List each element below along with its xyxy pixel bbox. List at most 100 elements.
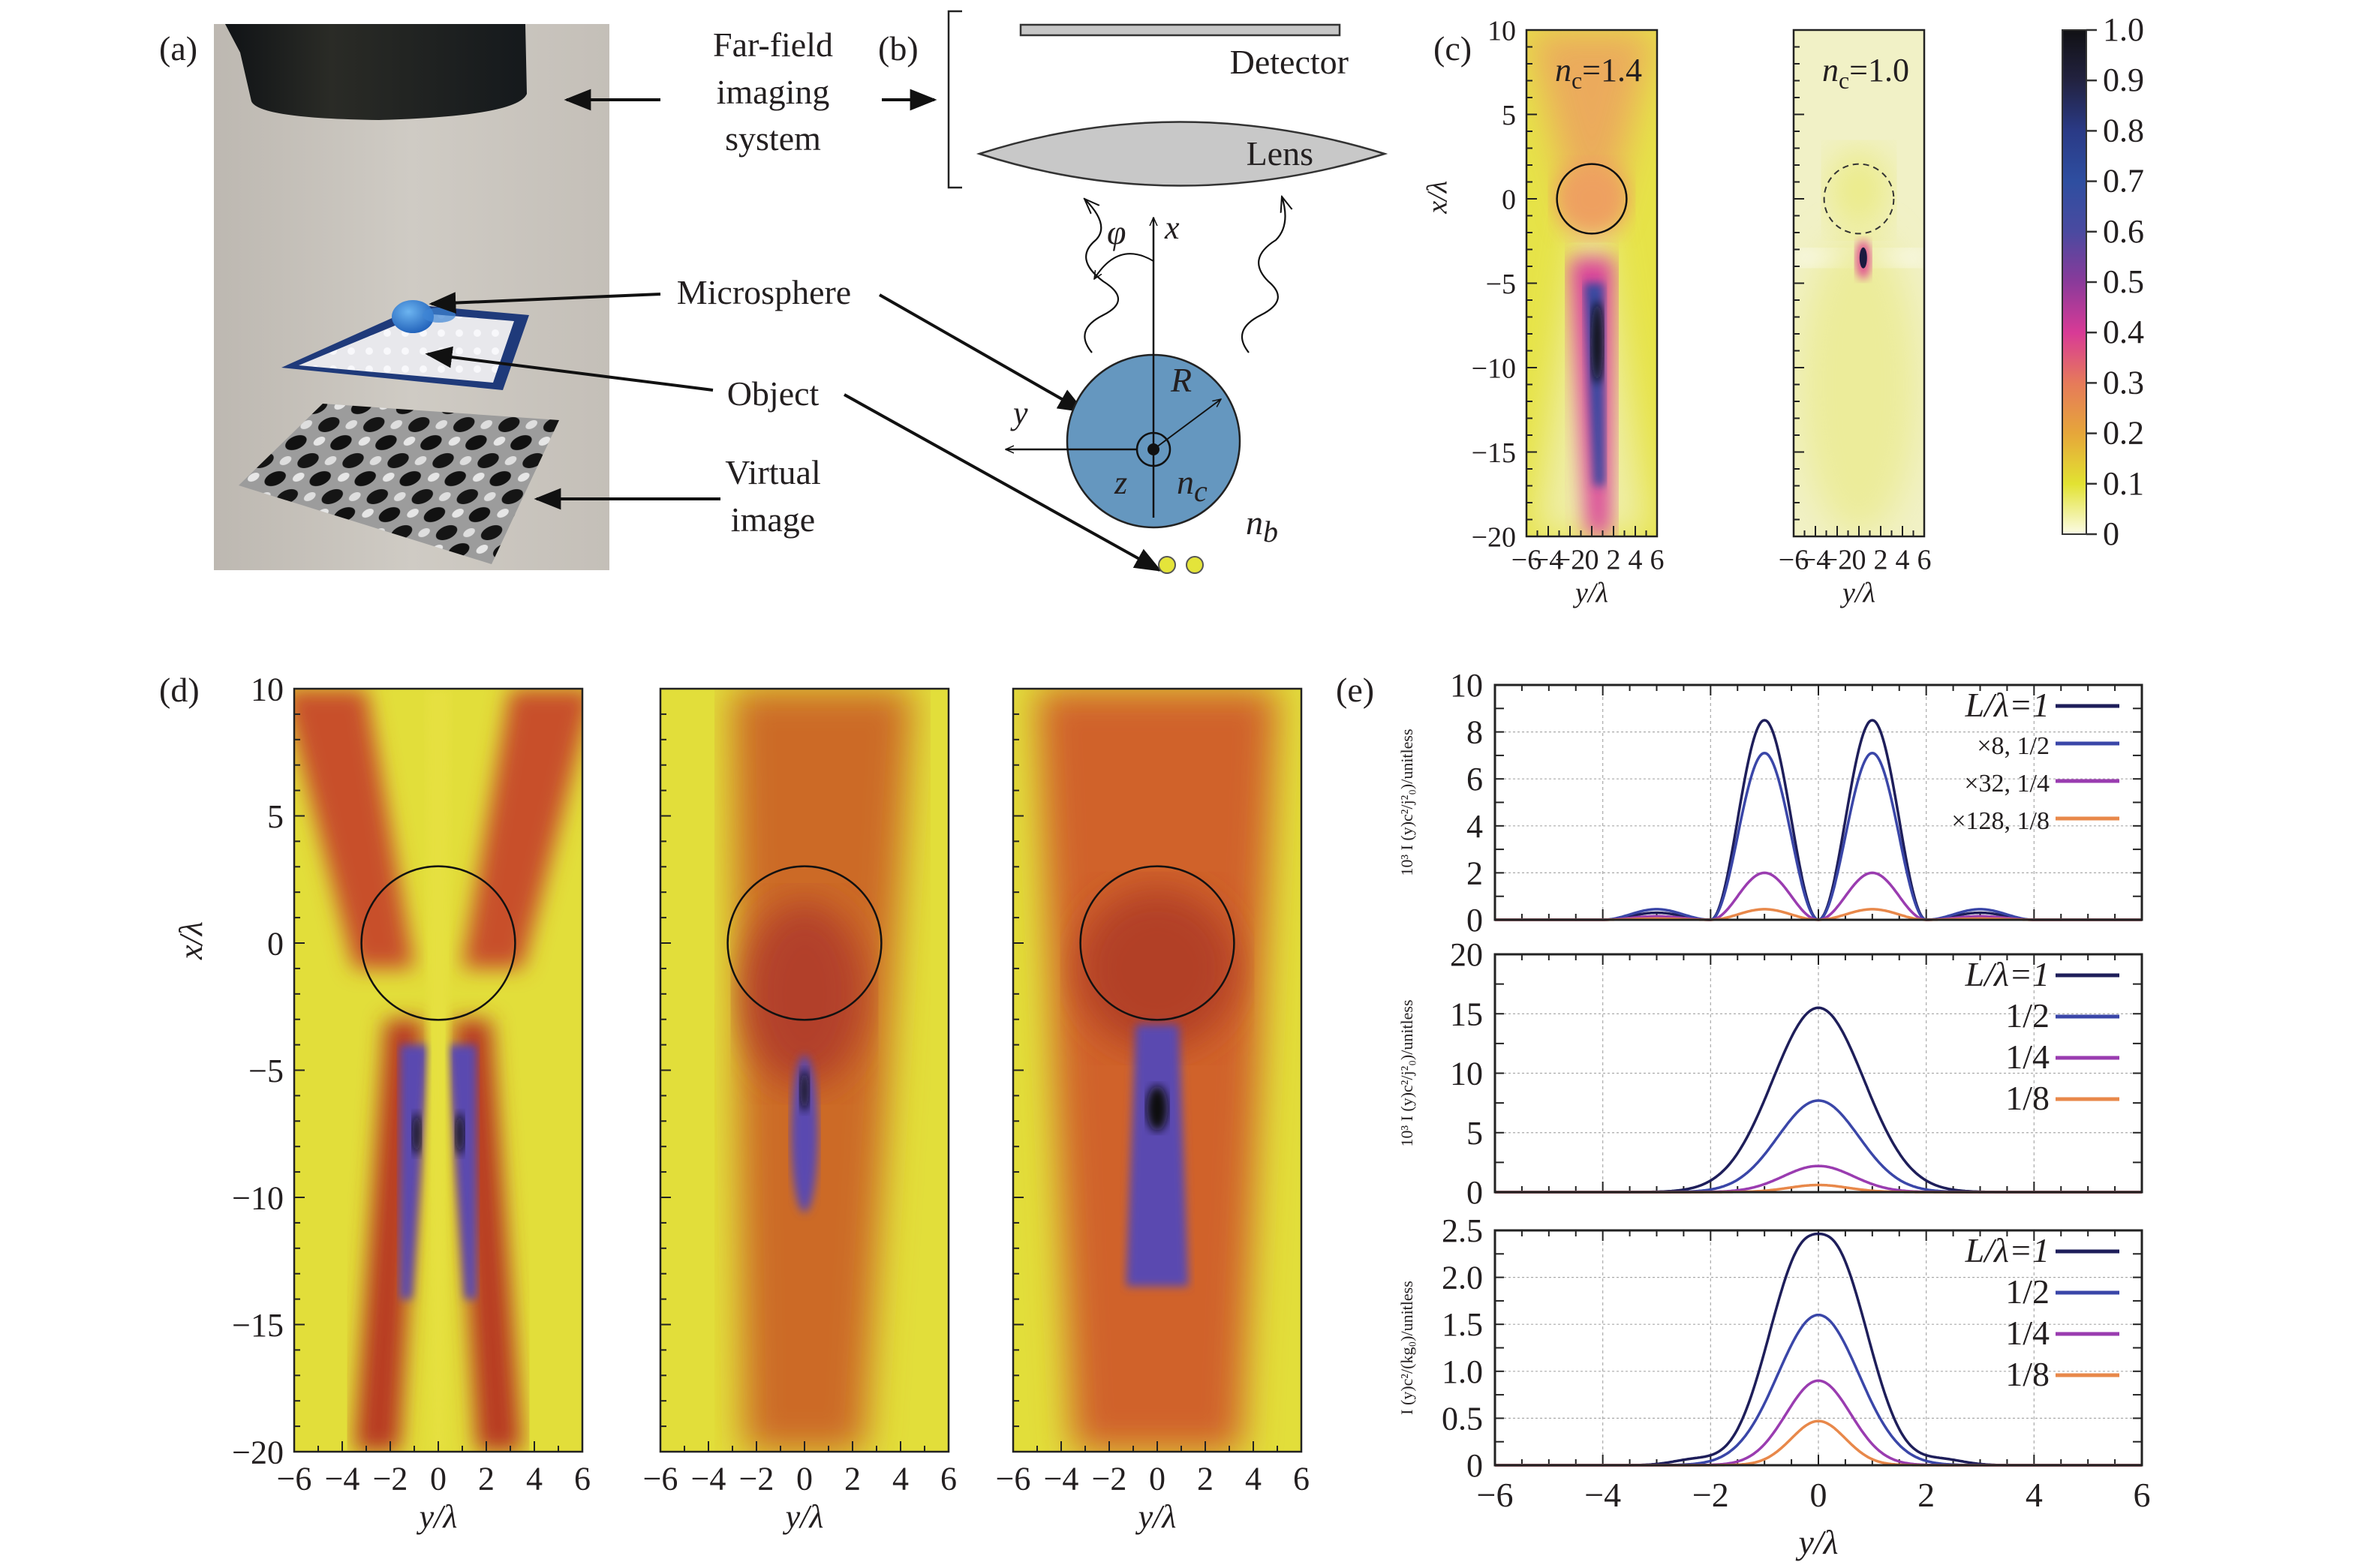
n-background-label: nb [1246,503,1278,548]
object-point-2 [1186,556,1204,574]
legend-label: ×128, 1/8 [1951,807,2050,835]
x-tick-label: 0 [1810,1476,1827,1514]
x-tick-label: 2 [1874,545,1888,576]
colorbar-tick-label: 1.0 [2103,11,2144,48]
scattered-wave-left [1084,199,1119,353]
legend: L/λ=11/21/41/8 [1965,1231,2119,1393]
y-axis-label: I (y)c²/(kg₀)/unitless [1397,1281,1416,1415]
x-tick-label: −2 [1092,1461,1127,1497]
colorbar: 1.0 0.9 0.8 0.7 0.6 0.5 0.4 0.3 0.2 0.1 0 [2062,11,2144,552]
y-axis-label: y [1010,395,1028,431]
x-tick-label: −4 [691,1461,726,1497]
label-far-field-1: Far-field [713,26,833,64]
colorbar-tick-label: 0.2 [2103,415,2144,452]
x-tick-label: 4 [1245,1461,1262,1497]
panel-a: (a) [159,24,609,570]
y-tick-label: −5 [248,1053,284,1089]
legend-label: 1/8 [2005,1355,2050,1393]
legend-label: 1/8 [2005,1079,2050,1117]
x-axis-label: y/λ [1839,577,1875,608]
y-tick-label: 5 [1466,1115,1483,1152]
x-tick-label: −4 [325,1461,360,1497]
y-tick-label: 8 [1466,714,1483,751]
colorbar-tick-label: 0.4 [2103,314,2144,350]
colorbar-tick-label: 0 [2103,515,2119,552]
colorbar-gradient [2062,29,2087,535]
x-tick-label: −6 [1511,545,1541,576]
legend-label: L/λ=1 [1965,1231,2050,1269]
y-axis-label: 10³ I (y)c²/j²₀)/unitless [1397,999,1416,1146]
y-tick-label: 15 [1450,996,1483,1032]
y-tick-label: 2.0 [1442,1260,1483,1296]
y-axis-label: x/λ [173,921,209,960]
y-tick-label: −20 [232,1434,284,1470]
label-far-field-2: imaging [717,73,830,111]
x-tick-label: −6 [1477,1476,1514,1514]
x-tick-label: 2 [1197,1461,1214,1497]
legend-label: L/λ=1 [1965,686,2050,724]
x-axis-label: y/λ [783,1498,824,1535]
legend-label: 1/2 [2005,1272,2050,1311]
x-tick-label: 6 [1917,545,1932,576]
sphere-outline [1079,865,1235,1021]
panel-label-a: (a) [159,29,197,68]
x-tick-label: −6 [277,1461,312,1497]
y-tick-label: 6 [1466,761,1483,798]
arrow-microsphere-photo [429,292,661,314]
legend-label: 1/2 [2005,996,2050,1035]
y-tick-label: 2.5 [1442,1212,1483,1249]
panel-label-d: (d) [159,671,200,709]
x-tick-label: −4 [1533,545,1563,576]
sphere-outline-dashed [1823,163,1895,235]
line-chart-e-3: 2.5 2.0 1.5 1.0 0.5 0 I (y)c²/(kg₀)/unitless −6… [1397,1212,2151,1561]
colorbar-tick-label: 0.5 [2103,263,2144,300]
legend-label: L/λ=1 [1965,955,2050,993]
y-tick-label: 0 [267,925,284,962]
x-tick-label: 6 [574,1461,591,1497]
heatmap-d-3: −6 −4 −2 0 2 4 6 y/λ [996,687,1310,1535]
x-tick-label: 4 [1629,545,1643,576]
panel-label-e: (e) [1336,671,1374,709]
x-axis-label: y/λ [1795,1523,1838,1561]
z-axis-label: z [1114,464,1127,501]
colorbar-tick-label: 0.3 [2103,364,2144,401]
panel-b: (b) Detector Lens φ x y z R nc nb [878,10,1388,574]
y-axis-label: x/λ [1422,181,1454,215]
sphere-outline [1556,163,1628,235]
legend: L/λ=1 ×8, 1/2 ×32, 1/4 ×128, 1/8 [1951,686,2119,835]
y-tick-label: −15 [232,1307,284,1344]
colorbar-tick-label: 0.8 [2103,112,2144,149]
x-tick-label: 0 [430,1461,447,1497]
x-tick-label: −4 [1800,545,1830,576]
heatmap-d-2: −6 −4 −2 0 2 4 6 y/λ [643,687,957,1535]
y-tick-label: 0 [1466,1447,1483,1484]
x-tick-label: −6 [996,1461,1031,1497]
y-tick-label: 10 [1487,15,1516,47]
sphere-outline [726,865,883,1021]
annotation-n: n [1555,52,1571,89]
y-tick-label: 5 [267,798,284,835]
y-tick-label: −15 [1472,437,1516,469]
y-tick-label: −20 [1472,521,1516,553]
scattered-wave-right [1241,197,1286,353]
sphere-outline [360,865,516,1021]
heatmap-field [1794,30,1924,536]
radius-label: R [1170,361,1192,399]
plot-frame [1493,953,2143,1194]
colorbar-tick-label: 0.6 [2103,213,2144,250]
arrow-object-photo [425,346,714,392]
x-tick-label: 2 [844,1461,861,1497]
focal-spot [1591,301,1604,384]
x-tick-label: −6 [1779,545,1809,576]
x-tick-label: 0 [1585,545,1599,576]
y-tick-label: 0 [1466,1174,1483,1211]
y-tick-label: 5 [1502,100,1516,131]
x-tick-label: −2 [373,1461,408,1497]
z-axis-circle [1135,431,1171,467]
x-tick-label: −4 [1044,1461,1079,1497]
y-tick-label: 10 [1450,1056,1483,1092]
plot-frame [1493,1229,2143,1467]
n-core-label: nc [1177,463,1208,508]
